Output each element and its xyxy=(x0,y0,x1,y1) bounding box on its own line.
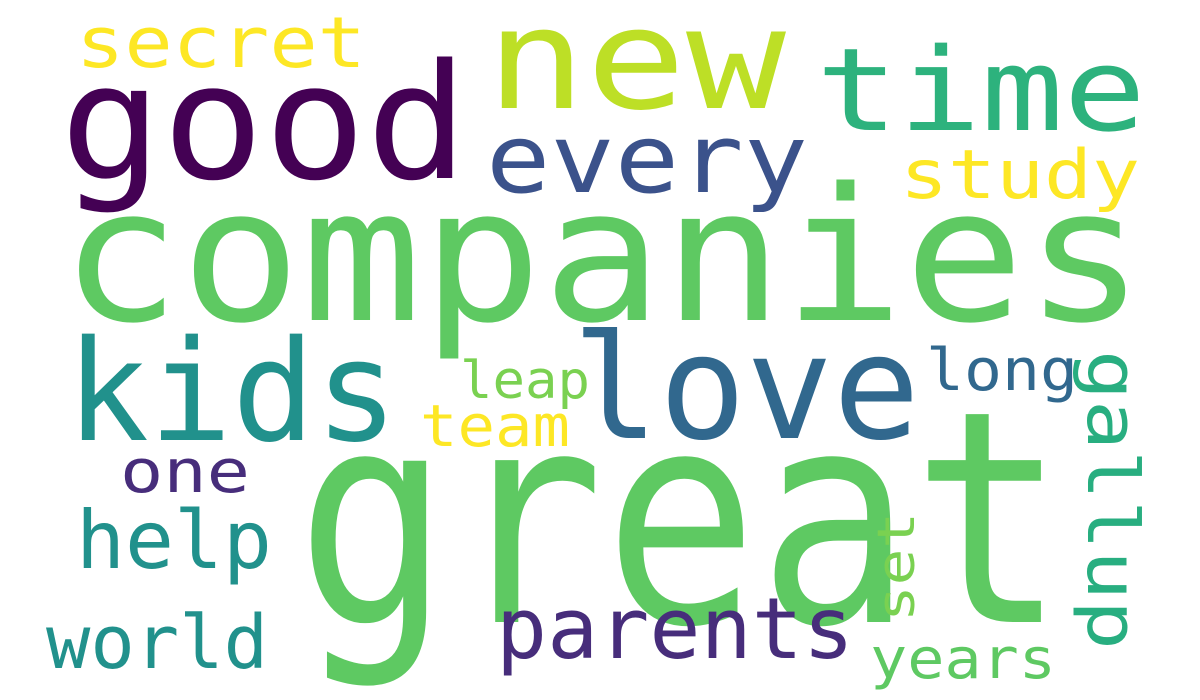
word-new: new xyxy=(486,0,787,142)
word-love: love xyxy=(572,304,920,473)
word-kids: kids xyxy=(66,311,398,474)
word-secret: secret xyxy=(76,2,366,84)
word-companies: companies xyxy=(60,148,1145,364)
word-leap: leap xyxy=(460,351,590,411)
word-great: great xyxy=(296,347,1066,692)
word-long: long xyxy=(926,336,1078,404)
word-gallup: gallup xyxy=(1071,350,1153,650)
word-good: good xyxy=(60,29,468,216)
word-time: time xyxy=(816,24,1146,158)
word-help: help xyxy=(76,494,272,587)
word-one: one xyxy=(120,437,250,507)
word-study: study xyxy=(900,136,1140,215)
word-team: team xyxy=(420,392,570,460)
word-parents: parents xyxy=(496,580,854,679)
word-set: set xyxy=(867,512,927,622)
word-years: years xyxy=(870,627,1056,692)
word-every: every xyxy=(486,105,808,215)
word-world: world xyxy=(46,600,268,686)
